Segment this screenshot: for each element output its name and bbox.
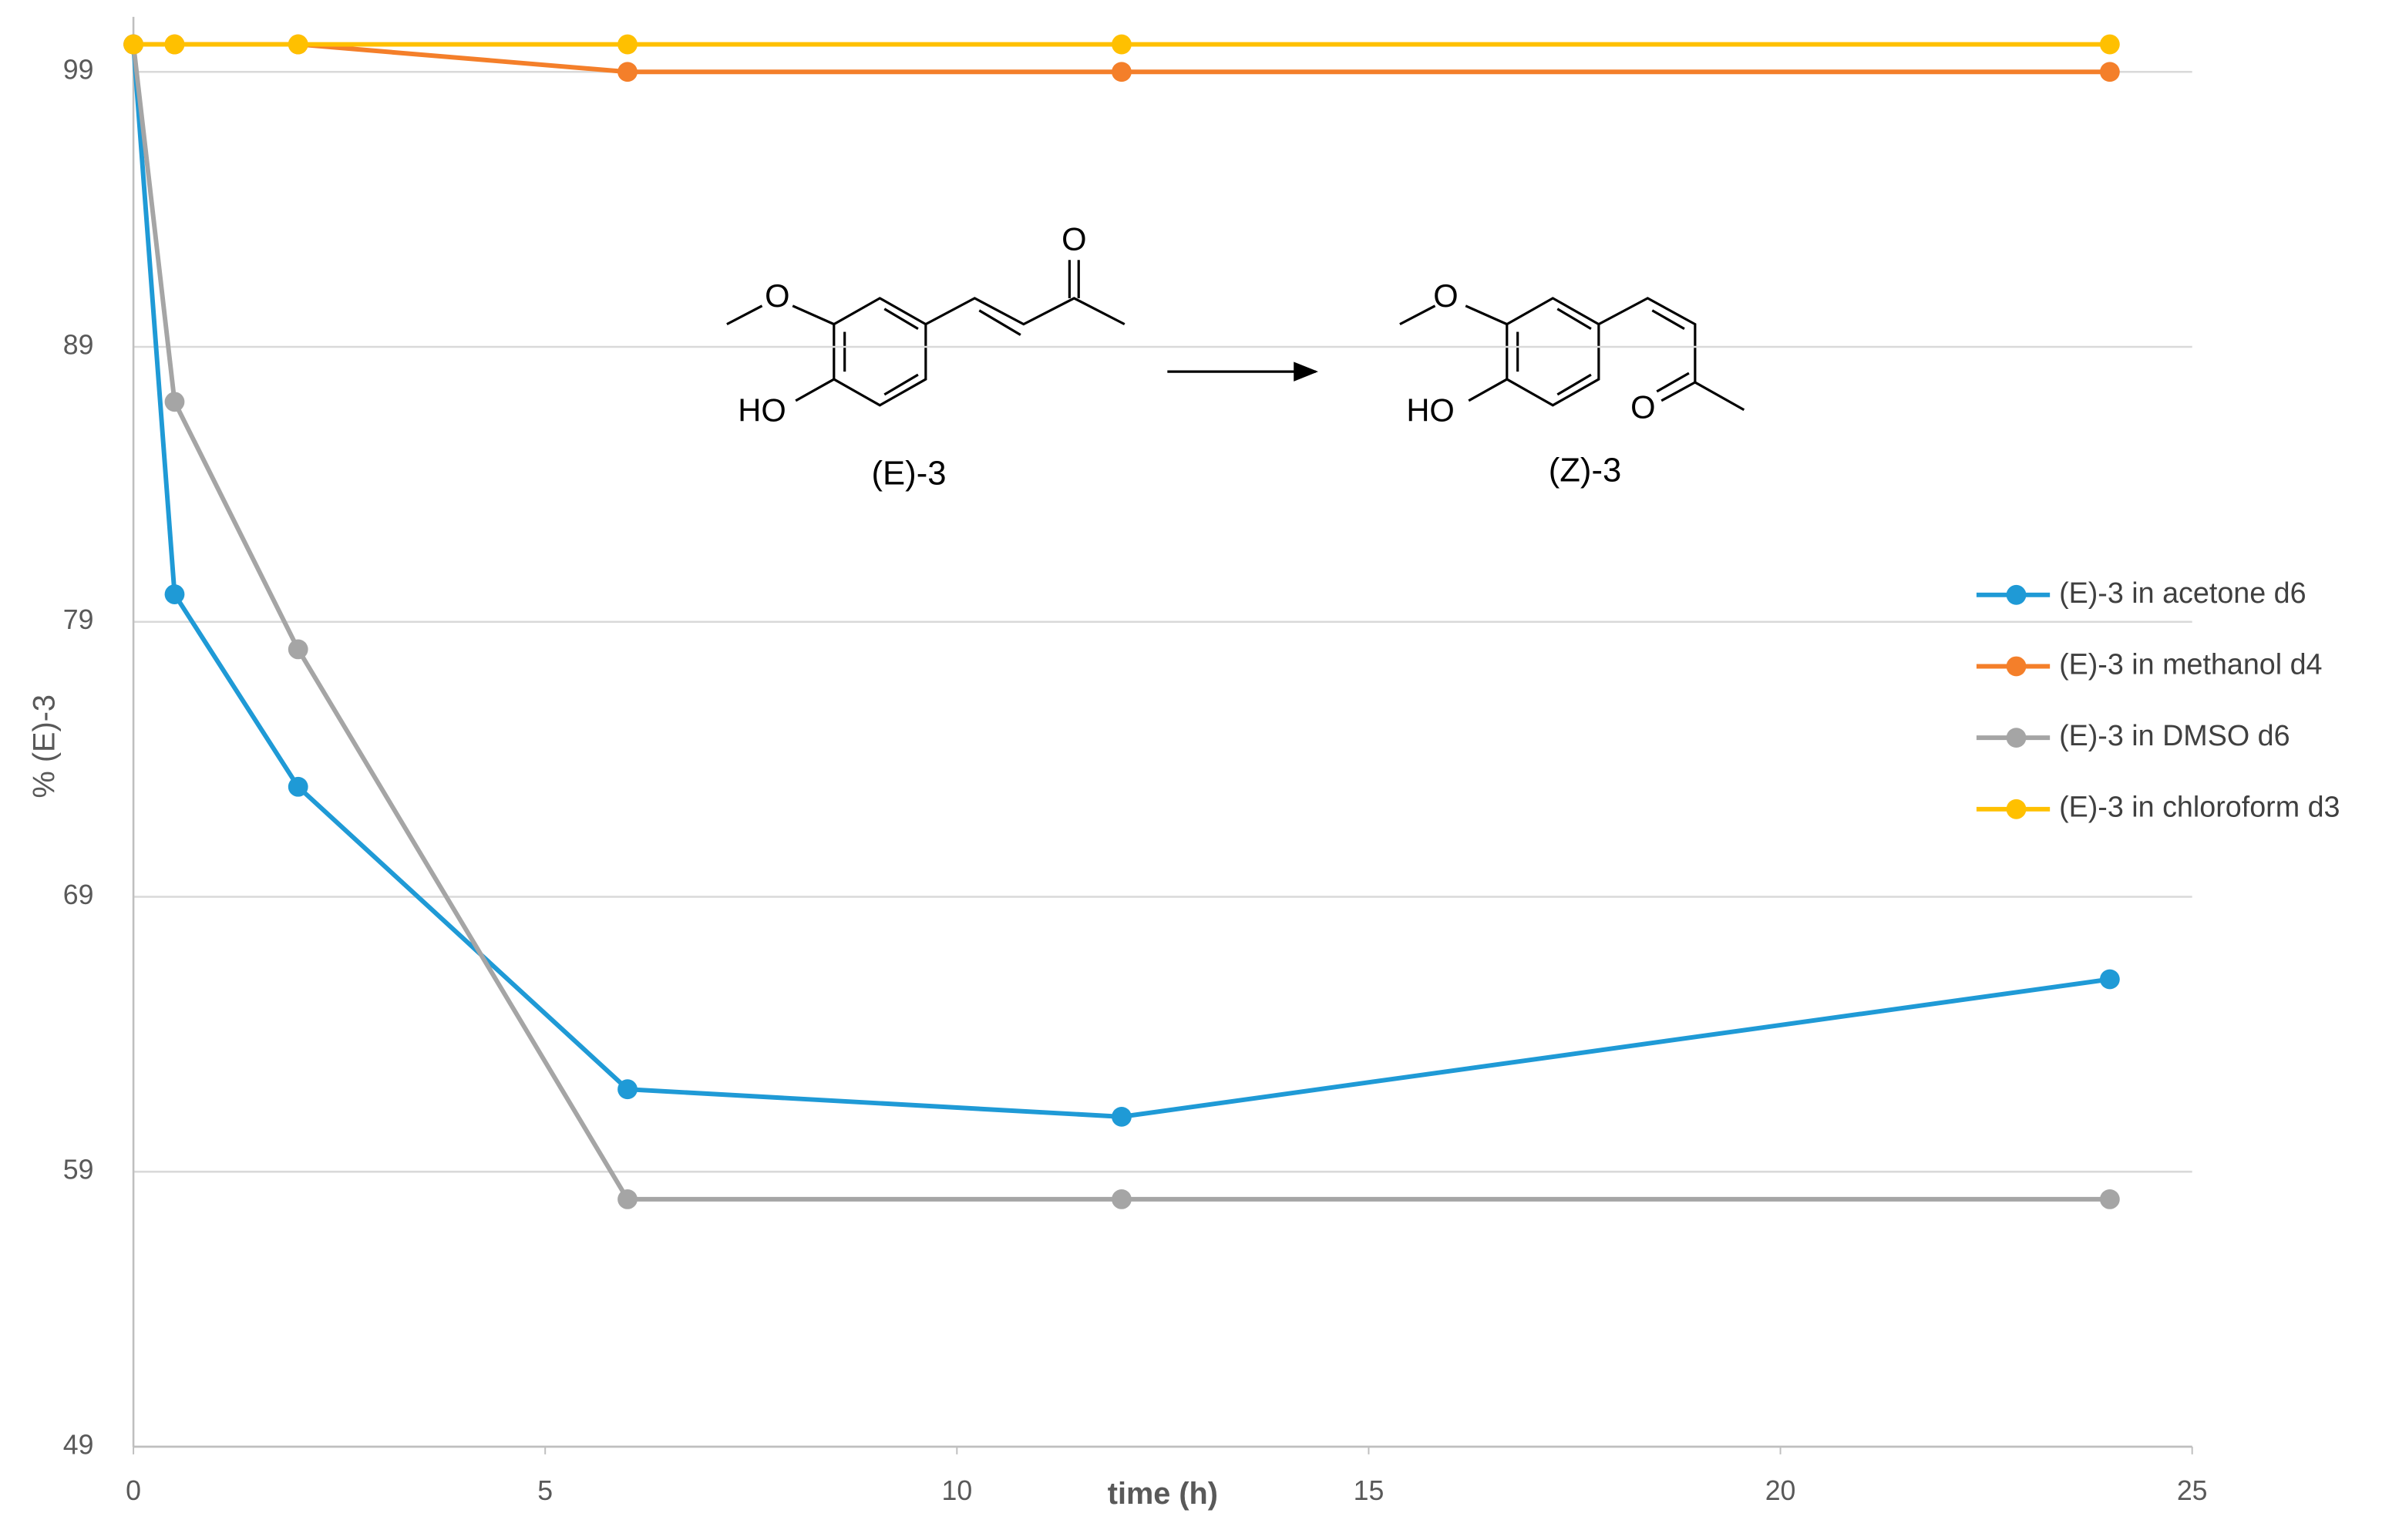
x-tick-label: 10 [941, 1475, 972, 1506]
data-point [288, 639, 308, 660]
y-tick-label: 69 [63, 879, 94, 910]
data-point [164, 34, 185, 55]
data-point [164, 584, 185, 604]
x-tick-label: 15 [1354, 1475, 1385, 1506]
y-tick-label: 89 [63, 329, 94, 360]
atom-label: O [1062, 220, 1086, 257]
x-axis-label: time (h) [1108, 1477, 1218, 1511]
data-point [2099, 34, 2120, 55]
data-point [1112, 1106, 1132, 1127]
reaction-scheme [726, 260, 1745, 412]
data-point [1112, 34, 1132, 55]
x-tick-label: 25 [2177, 1475, 2208, 1506]
legend-marker [2006, 656, 2027, 677]
legend-marker [2006, 728, 2027, 748]
legend-label: (E)-3 in acetone d6 [2059, 577, 2306, 609]
atom-label: HO [1406, 392, 1454, 429]
data-point [617, 34, 638, 55]
legend-label: (E)-3 in DMSO d6 [2059, 719, 2290, 752]
x-tick-label: 20 [1765, 1475, 1796, 1506]
legend-marker [2006, 799, 2027, 819]
data-point [617, 1079, 638, 1100]
y-axis-label: % (E)-3 [27, 694, 61, 798]
data-point [164, 392, 185, 412]
data-point [1112, 62, 1132, 82]
data-point [2099, 62, 2120, 82]
atom-label: O [1433, 277, 1458, 314]
data-point [288, 34, 308, 55]
y-tick-label: 79 [63, 604, 94, 635]
legend-label: (E)-3 in methanol d4 [2059, 647, 2322, 680]
compound-label: (E)-3 [872, 455, 947, 493]
y-tick-label: 49 [63, 1429, 94, 1460]
series-line [131, 44, 2111, 1119]
atom-label: HO [738, 392, 786, 429]
y-tick-label: 99 [63, 55, 94, 86]
data-point [617, 1189, 638, 1209]
data-point [123, 34, 143, 55]
data-point [1112, 1189, 1132, 1209]
atom-label: O [765, 277, 789, 314]
data-point [2099, 1189, 2120, 1209]
legend-label: (E)-3 in chloroform d3 [2059, 791, 2340, 823]
compound-label: (Z)-3 [1549, 452, 1622, 489]
data-point [288, 776, 308, 797]
x-tick-label: 0 [126, 1475, 141, 1506]
atom-label: O [1630, 389, 1655, 425]
data-point [2099, 969, 2120, 990]
legend-marker [2006, 584, 2027, 605]
y-tick-label: 59 [63, 1155, 94, 1185]
data-point [617, 62, 638, 82]
series-line [131, 44, 2110, 1202]
x-tick-label: 5 [537, 1475, 553, 1506]
